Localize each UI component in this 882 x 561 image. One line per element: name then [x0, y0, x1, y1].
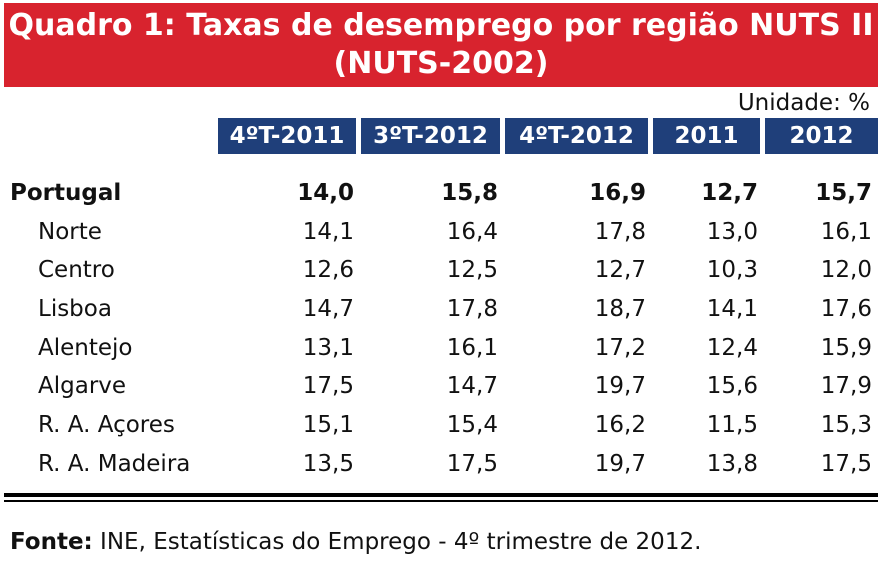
cell-value: 12,7 [594, 257, 646, 283]
cell-value: 16,4 [446, 219, 498, 245]
unit-label: Unidade: % [737, 90, 870, 116]
table-bottom-rule [4, 493, 878, 497]
cell-value: 15,9 [820, 335, 872, 361]
cell-value: 17,6 [820, 296, 872, 322]
cell-value: 17,5 [446, 451, 498, 477]
cell-value: 14,7 [446, 373, 498, 399]
column-header-3t-2012: 3ºT-2012 [361, 118, 500, 154]
table-title-line2: (NUTS-2002) [333, 46, 549, 81]
cell-value: 14,1 [302, 219, 354, 245]
cell-value: 13,8 [706, 451, 758, 477]
table-header: 4ºT-2011 3ºT-2012 4ºT-2012 2011 2012 [4, 118, 878, 154]
cell-value: 16,2 [594, 412, 646, 438]
source-text: INE, Estatísticas do Emprego - 4º trimes… [92, 529, 702, 555]
cell-value: 15,6 [706, 373, 758, 399]
table-title: Quadro 1: Taxas de desemprego por região… [4, 3, 878, 87]
cell-value: 17,5 [820, 451, 872, 477]
cell-value: 13,5 [302, 451, 354, 477]
cell-value: 19,7 [594, 373, 646, 399]
cell-value: 12,7 [701, 180, 758, 206]
row-label: R. A. Madeira [38, 451, 191, 477]
cell-value: 14,1 [706, 296, 758, 322]
cell-value: 17,2 [594, 335, 646, 361]
table-row-centro: Centro 12,6 12,5 12,7 10,3 12,0 [4, 252, 878, 288]
cell-value: 17,9 [820, 373, 872, 399]
row-label: Centro [38, 257, 115, 283]
cell-value: 16,1 [820, 219, 872, 245]
row-label: R. A. Açores [38, 412, 175, 438]
cell-value: 14,0 [297, 180, 354, 206]
cell-value: 17,8 [594, 219, 646, 245]
cell-value: 16,9 [589, 180, 646, 206]
row-label: Lisboa [38, 296, 112, 322]
source-label: Fonte: [10, 529, 93, 555]
column-header-2012: 2012 [765, 118, 878, 154]
cell-value: 17,5 [302, 373, 354, 399]
table-bottom-rule-thin [4, 500, 878, 502]
row-label: Portugal [10, 180, 122, 206]
table-title-line1: Quadro 1: Taxas de desemprego por região… [8, 8, 874, 43]
cell-value: 15,8 [441, 180, 498, 206]
cell-value: 15,4 [446, 412, 498, 438]
table-row-portugal: Portugal 14,0 15,8 16,9 12,7 15,7 [4, 175, 878, 211]
row-label: Norte [38, 219, 102, 245]
cell-value: 19,7 [594, 451, 646, 477]
row-label: Algarve [38, 373, 127, 399]
cell-value: 13,0 [706, 219, 758, 245]
cell-value: 11,5 [706, 412, 758, 438]
table-row-algarve: Algarve 17,5 14,7 19,7 15,6 17,9 [4, 368, 878, 404]
cell-value: 10,3 [706, 257, 758, 283]
column-header-4t-2012: 4ºT-2012 [505, 118, 648, 154]
cell-value: 17,8 [446, 296, 498, 322]
cell-value: 14,7 [302, 296, 354, 322]
table-row-madeira: R. A. Madeira 13,5 17,5 19,7 13,8 17,5 [4, 446, 878, 482]
cell-value: 12,5 [446, 257, 498, 283]
table-row-lisboa: Lisboa 14,7 17,8 18,7 14,1 17,6 [4, 291, 878, 327]
cell-value: 15,3 [820, 412, 872, 438]
cell-value: 15,7 [815, 180, 872, 206]
cell-value: 13,1 [302, 335, 354, 361]
cell-value: 12,6 [302, 257, 354, 283]
cell-value: 16,1 [446, 335, 498, 361]
cell-value: 12,4 [706, 335, 758, 361]
cell-value: 12,0 [820, 257, 872, 283]
source-note: Fonte: INE, Estatísticas do Emprego - 4º… [10, 527, 701, 557]
table-row-norte: Norte 14,1 16,4 17,8 13,0 16,1 [4, 214, 878, 250]
cell-value: 18,7 [594, 296, 646, 322]
row-label: Alentejo [38, 335, 133, 361]
cell-value: 15,1 [302, 412, 354, 438]
column-header-2011: 2011 [653, 118, 760, 154]
table-row-alentejo: Alentejo 13,1 16,1 17,2 12,4 15,9 [4, 330, 878, 366]
column-header-4t-2011: 4ºT-2011 [218, 118, 356, 154]
table-row-acores: R. A. Açores 15,1 15,4 16,2 11,5 15,3 [4, 407, 878, 443]
